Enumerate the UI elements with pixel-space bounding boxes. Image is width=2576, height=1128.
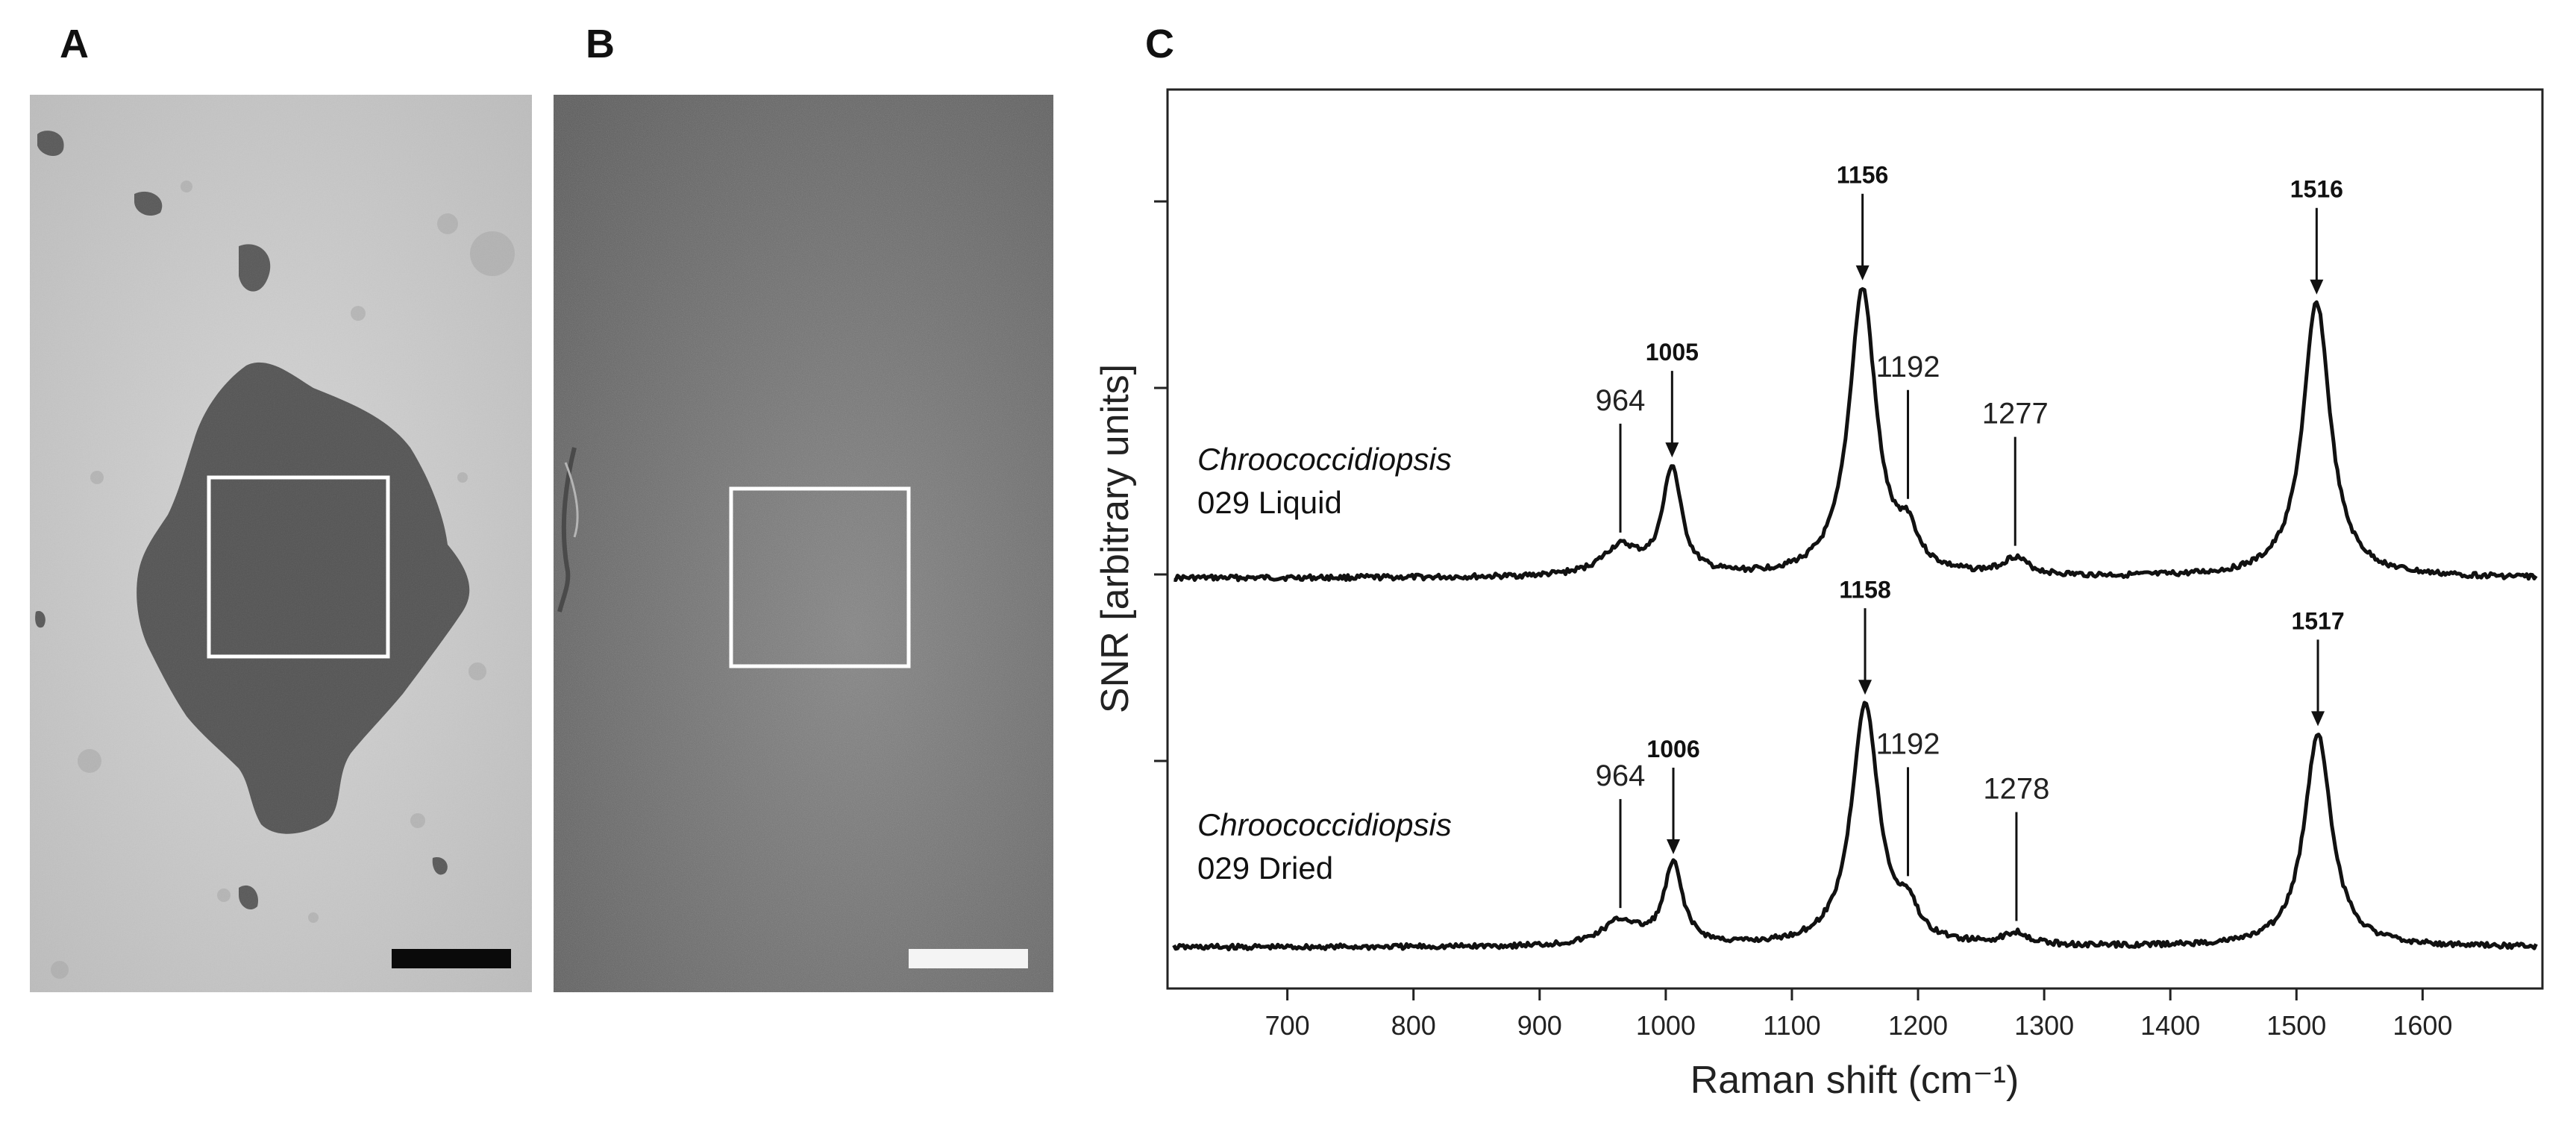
- x-tick-label-1400: 1400: [2140, 1010, 2200, 1041]
- peak-label-1158: 1158: [1839, 576, 1890, 603]
- region-of-interest-box-a: [207, 475, 390, 659]
- x-tick-label-1000: 1000: [1636, 1010, 1696, 1041]
- x-tick-label-1300: 1300: [2014, 1010, 2074, 1041]
- peak-label-1192: 1192: [1876, 727, 1940, 760]
- panel-label-b: B: [586, 22, 615, 66]
- x-tick-label-1500: 1500: [2266, 1010, 2326, 1041]
- peak-arrowhead-1516: [2310, 279, 2324, 295]
- x-tick-label-1200: 1200: [1888, 1010, 1948, 1041]
- peak-label-1192: 1192: [1876, 351, 1940, 383]
- x-tick-label-1600: 1600: [2392, 1010, 2452, 1041]
- peak-label-1006: 1006: [1646, 736, 1699, 762]
- spectra: [1172, 286, 2538, 952]
- peak-arrowhead-1517: [2311, 711, 2325, 727]
- plot-frame: [1166, 88, 2544, 990]
- scale-bar-a: [392, 949, 511, 968]
- sample-condition-1: 029 Liquid: [1197, 485, 1342, 520]
- peak-label-1517: 1517: [2291, 607, 2344, 634]
- y-axis-title: SNR [arbitrary units]: [1094, 364, 1137, 713]
- peak-label-1278: 1278: [1983, 772, 2049, 805]
- panel-label-c: C: [1145, 22, 1174, 66]
- sample-labels: Chroococcidiopsis 029 Liquid Chroococcidio…: [1197, 442, 1452, 886]
- x-tick-label-800: 800: [1391, 1010, 1436, 1041]
- peak-label-964: 964: [1596, 384, 1646, 417]
- peak-arrowhead-1156: [1855, 265, 1870, 281]
- micrograph-b: [554, 95, 1053, 992]
- peak-label-1277: 1277: [1982, 398, 2049, 430]
- peak-label-1516: 1516: [2290, 176, 2343, 203]
- x-tick-label-900: 900: [1517, 1010, 1562, 1041]
- peak-arrowhead-1005: [1665, 442, 1679, 458]
- peak-annotations: 9641005115611921277151696410061158119212…: [1596, 162, 2345, 921]
- x-axis-title: Raman shift (cm⁻¹): [1690, 1059, 2019, 1102]
- scale-bar-b: [909, 949, 1028, 968]
- x-axis-ticks: 700 800 900 1000 1100 1200 1300 1400 1500 1600: [1265, 988, 2452, 1041]
- peak-label-1156: 1156: [1837, 162, 1888, 189]
- spectrum-line-1: [1173, 286, 2538, 583]
- raman-spectra-chart: 700 800 900 1000 1100 1200 1300 1400 1500 1600 96…: [1094, 88, 2544, 1102]
- panel-label-a: A: [60, 22, 89, 66]
- x-tick-label-1100: 1100: [1763, 1010, 1820, 1041]
- sample-name-1: Chroococcidiopsis: [1197, 442, 1452, 477]
- sample-name-2: Chroococcidiopsis: [1197, 807, 1452, 842]
- peak-arrowhead-1006: [1667, 839, 1681, 855]
- sample-condition-2: 029 Dried: [1197, 850, 1333, 886]
- peak-label-964: 964: [1596, 759, 1646, 792]
- spectrum-line-2: [1172, 701, 2538, 952]
- region-of-interest-box-b: [729, 486, 911, 668]
- peak-label-1005: 1005: [1646, 339, 1699, 366]
- y-axis-ticks: [1154, 200, 1168, 762]
- peak-arrowhead-1158: [1858, 680, 1873, 695]
- x-tick-label-700: 700: [1265, 1010, 1310, 1041]
- micrograph-a: [30, 95, 532, 992]
